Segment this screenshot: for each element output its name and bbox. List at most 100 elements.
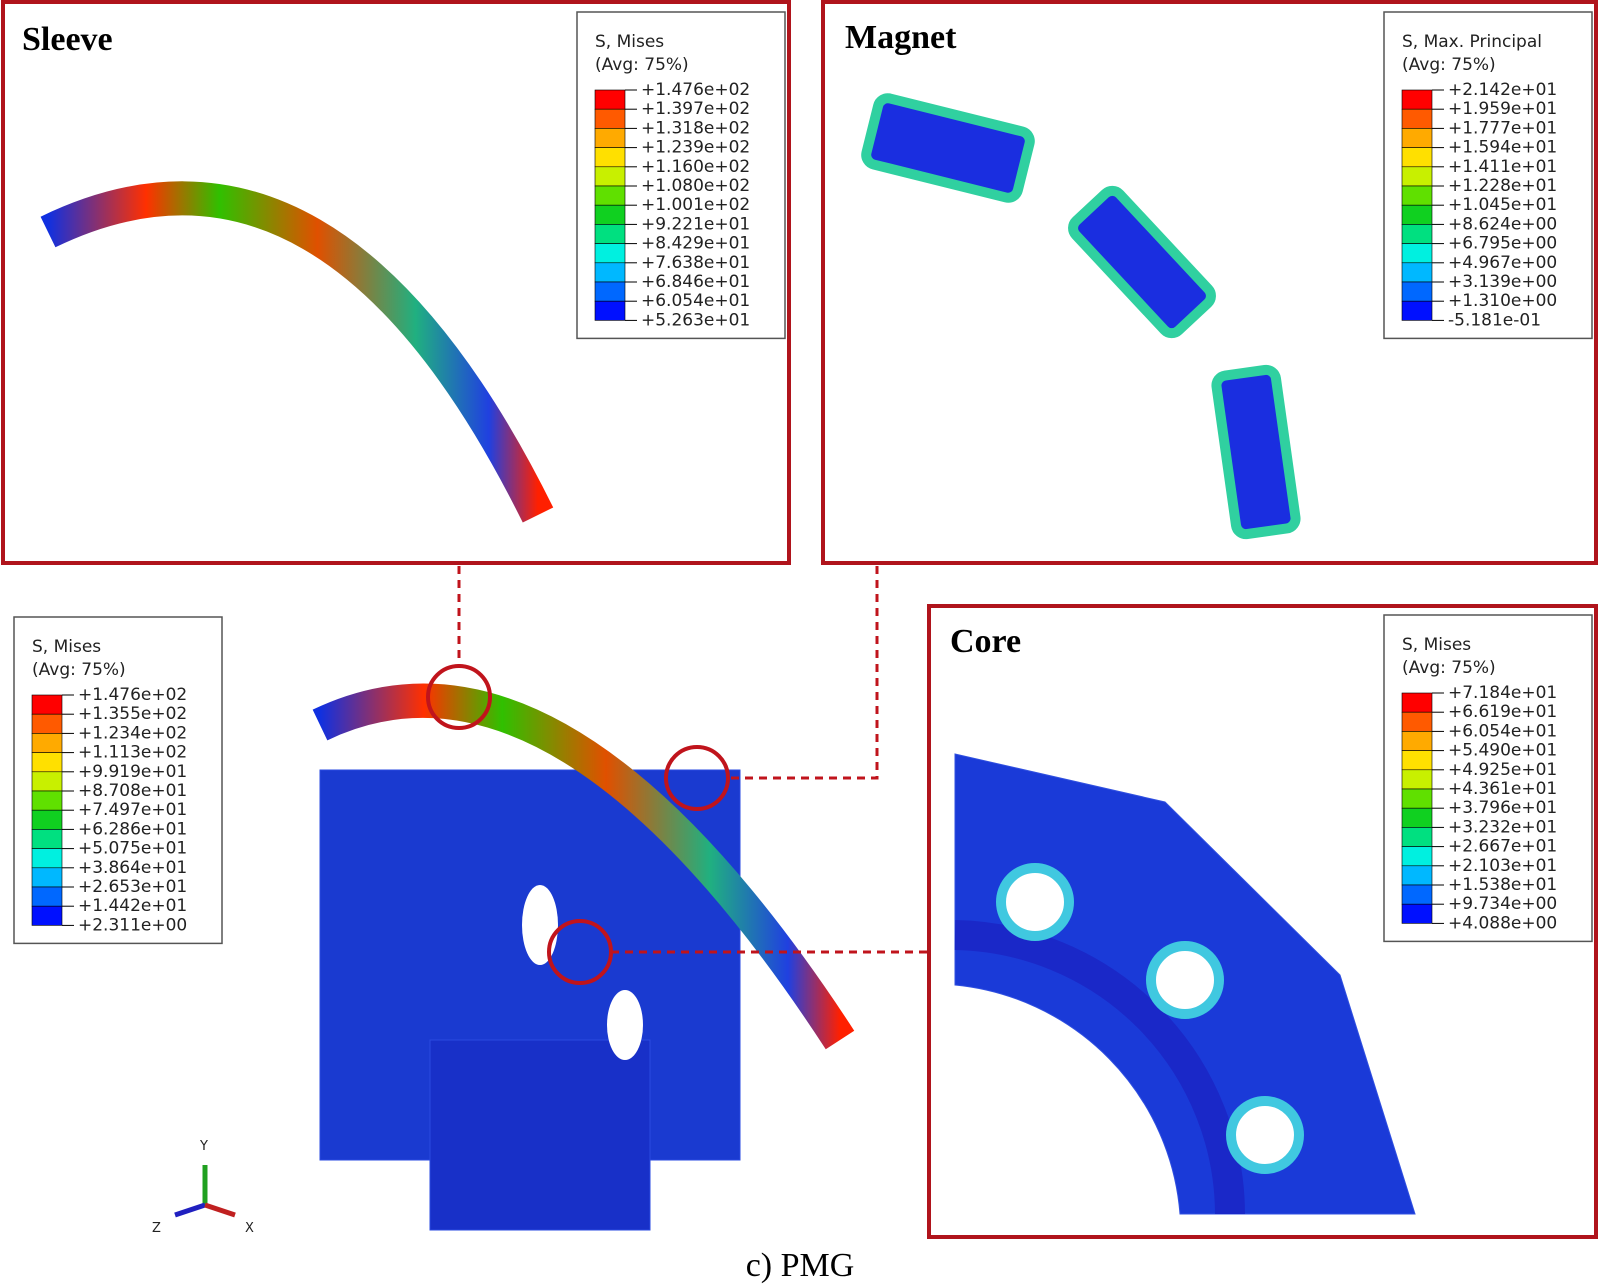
legend-label: +1.476e+02 bbox=[641, 80, 750, 100]
legend-label: +4.967e+00 bbox=[1448, 253, 1557, 273]
legend-label: -5.181e-01 bbox=[1448, 310, 1541, 330]
legend-swatch bbox=[594, 128, 626, 148]
legend-swatch bbox=[1401, 903, 1433, 924]
legend-label: +5.263e+01 bbox=[641, 310, 750, 330]
legend-label: +1.080e+02 bbox=[641, 176, 750, 196]
legend-swatch bbox=[31, 733, 63, 753]
legend-swatch bbox=[1401, 711, 1433, 732]
legend-label: +5.075e+01 bbox=[78, 839, 187, 859]
legend-label: +5.490e+01 bbox=[1448, 741, 1557, 761]
legend-label: +3.796e+01 bbox=[1448, 798, 1557, 818]
legend-swatch bbox=[1401, 185, 1433, 206]
legend-swatch bbox=[594, 185, 626, 206]
legend-swatch bbox=[594, 166, 626, 187]
legend-label: +1.160e+02 bbox=[641, 157, 750, 177]
legend-label: +2.142e+01 bbox=[1448, 80, 1557, 100]
legend-label: +2.311e+00 bbox=[78, 915, 187, 935]
legend-label: +1.538e+01 bbox=[1448, 875, 1557, 895]
legend-swatch bbox=[1401, 204, 1433, 225]
legend-swatch bbox=[31, 752, 63, 773]
axis-label: Y bbox=[199, 1139, 208, 1154]
legend-swatch bbox=[1401, 846, 1433, 867]
sleeve-shape bbox=[40, 181, 554, 523]
core-shape bbox=[954, 753, 1416, 1215]
legend-swatch bbox=[594, 108, 626, 129]
legend-swatch bbox=[1401, 243, 1433, 264]
legend-label: +8.429e+01 bbox=[641, 234, 750, 254]
legend-label: +1.001e+02 bbox=[641, 195, 750, 215]
core-frame bbox=[927, 604, 1598, 1239]
legend-label: +2.653e+01 bbox=[78, 877, 187, 897]
axis-label: X bbox=[245, 1221, 254, 1236]
legend-title: S, Mises bbox=[32, 637, 101, 657]
legend-swatch bbox=[31, 713, 63, 734]
legend-label: +3.232e+01 bbox=[1448, 817, 1557, 837]
legend-swatch bbox=[31, 694, 63, 715]
legend-label: +4.088e+00 bbox=[1448, 913, 1557, 933]
legend-swatch bbox=[1401, 128, 1433, 148]
legend-label: +6.054e+01 bbox=[641, 291, 750, 311]
legend-label: +1.442e+01 bbox=[78, 896, 187, 916]
legend-label: +9.734e+00 bbox=[1448, 894, 1557, 914]
legend-label: +2.667e+01 bbox=[1448, 837, 1557, 857]
legend-label: +1.318e+02 bbox=[641, 118, 750, 138]
legend-swatch bbox=[594, 243, 626, 264]
legend-label: +8.708e+01 bbox=[78, 781, 187, 801]
legend-label: +3.864e+01 bbox=[78, 858, 187, 878]
legend-title: (Avg: 75%) bbox=[32, 660, 126, 680]
legend-swatch bbox=[1401, 224, 1433, 244]
legend-swatch bbox=[31, 829, 63, 849]
panel-title: Sleeve bbox=[22, 21, 113, 58]
legend-swatch bbox=[594, 281, 626, 302]
magnet-shapes bbox=[861, 93, 1301, 540]
panel-title: Magnet bbox=[845, 19, 957, 56]
legend-title: S, Mises bbox=[595, 32, 664, 52]
legend-label: +7.638e+01 bbox=[641, 253, 750, 273]
legend-swatch bbox=[594, 300, 626, 321]
legend-label: +1.594e+01 bbox=[1448, 138, 1557, 158]
legend-label: +6.846e+01 bbox=[641, 272, 750, 292]
legend-label: +7.497e+01 bbox=[78, 800, 187, 820]
legend-label: +4.361e+01 bbox=[1448, 779, 1557, 799]
legend-swatch bbox=[1401, 827, 1433, 847]
legend-label: +1.397e+02 bbox=[641, 99, 750, 119]
legend-label: +2.103e+01 bbox=[1448, 856, 1557, 876]
legend-swatch bbox=[31, 771, 63, 792]
assembly-shape bbox=[312, 566, 929, 1231]
magnet-frame bbox=[821, 0, 1598, 565]
legend-swatch bbox=[1401, 807, 1433, 828]
legend-label: +1.234e+02 bbox=[78, 723, 187, 743]
legend-swatch bbox=[1401, 281, 1433, 302]
legend-label: +4.925e+01 bbox=[1448, 760, 1557, 780]
legend-label: +1.310e+00 bbox=[1448, 291, 1557, 311]
legend-title: (Avg: 75%) bbox=[1402, 55, 1496, 75]
legend-swatch bbox=[1401, 147, 1433, 168]
caption: c) PMG bbox=[746, 1247, 855, 1284]
legend-label: +1.411e+01 bbox=[1448, 157, 1557, 177]
legend-swatch bbox=[1401, 300, 1433, 321]
legend-label: +1.777e+01 bbox=[1448, 118, 1557, 138]
legend-swatch bbox=[31, 809, 63, 830]
axis-label: Z bbox=[152, 1221, 161, 1236]
legend-swatch bbox=[594, 204, 626, 225]
legend-swatch bbox=[31, 905, 63, 926]
legend-swatch bbox=[1401, 89, 1433, 110]
legend-label: +6.286e+01 bbox=[78, 819, 187, 839]
panel-title: Core bbox=[950, 623, 1021, 660]
legend-label: +1.959e+01 bbox=[1448, 99, 1557, 119]
legend-swatch bbox=[1401, 692, 1433, 713]
legend-title: (Avg: 75%) bbox=[595, 55, 689, 75]
legend-label: +1.228e+01 bbox=[1448, 176, 1557, 196]
legend-swatch bbox=[31, 886, 63, 907]
legend-swatch bbox=[1401, 769, 1433, 790]
legend-title: S, Mises bbox=[1402, 635, 1471, 655]
sleeve-frame bbox=[1, 0, 791, 565]
legend-swatch bbox=[1401, 262, 1433, 283]
legend-swatch bbox=[594, 147, 626, 168]
legend-label: +6.619e+01 bbox=[1448, 702, 1557, 722]
legend-swatch bbox=[1401, 865, 1433, 886]
legend-label: +3.139e+00 bbox=[1448, 272, 1557, 292]
legend-label: +8.624e+00 bbox=[1448, 214, 1557, 234]
legend-label: +1.239e+02 bbox=[641, 138, 750, 158]
